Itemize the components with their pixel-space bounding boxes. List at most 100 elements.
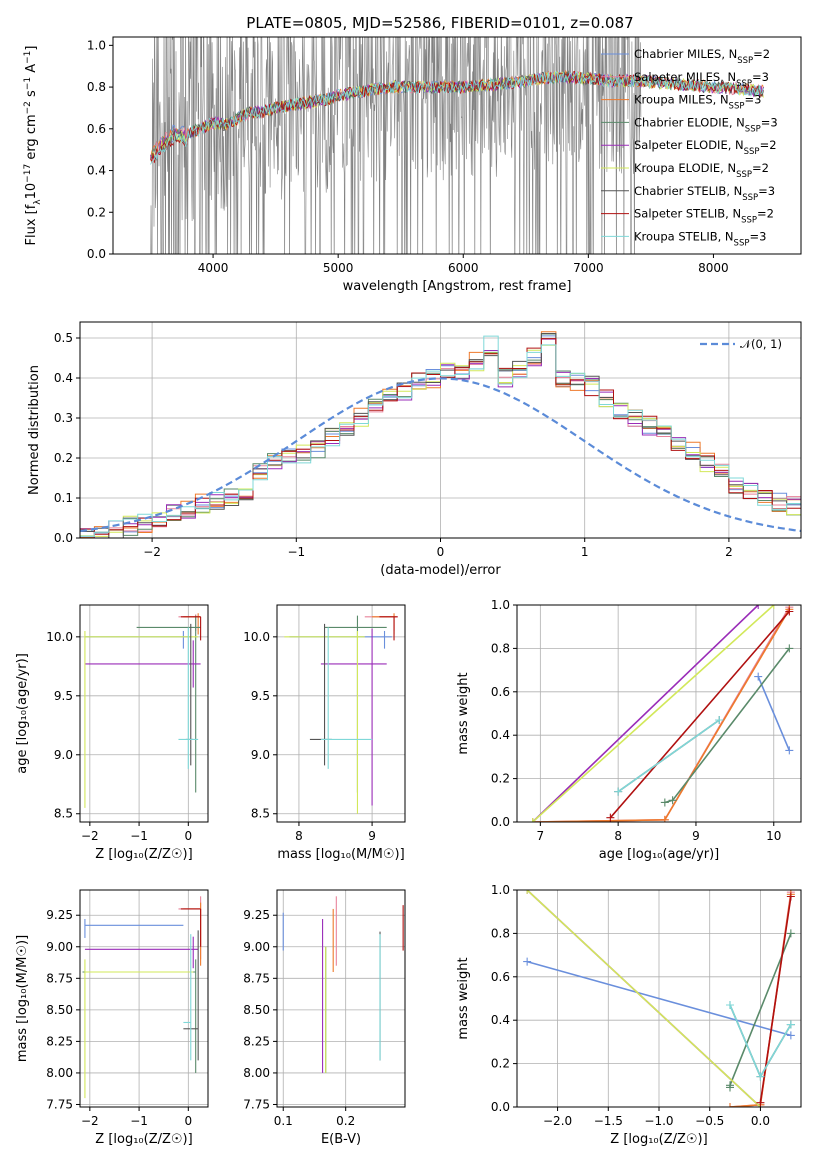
y-axis-label-part: 10 [24, 183, 39, 200]
histogram-chabrier-stelib [80, 333, 801, 538]
x-tick-label: −1 [130, 1114, 148, 1128]
x-axis-label: age [log₁₀(age/yr)] [599, 847, 720, 862]
x-tick-label: −2 [81, 1114, 99, 1128]
y-tick-label: 0.2 [491, 772, 510, 786]
x-tick-label: 6000 [448, 261, 479, 275]
weight-line-kroupa-miles [532, 608, 790, 822]
legend-sub: SSP [742, 193, 758, 203]
x-tick-label: −1.5 [594, 1114, 623, 1128]
weight-point-chabrier-elodie [786, 929, 795, 938]
axes-frame [516, 604, 802, 823]
histogram-salpeter-stelib [80, 338, 801, 535]
legend-normal: 𝒩(0, 1) [740, 337, 782, 351]
y-tick-label: 1.0 [491, 883, 510, 897]
axes-frame [276, 889, 406, 1108]
x-tick-label: 4000 [198, 261, 229, 275]
model-line-kroupa-stelib [150, 70, 764, 165]
plot-area [82, 896, 202, 1099]
weight-vs-age-panel: 7 8 9 10 0.0 0.2 0.4 0.6 0.8 1.0 age [log₁₀(age/yr… [456, 598, 802, 862]
figure-title: PLATE=0805, MJD=52586, FIBERID=0101, z=0… [246, 14, 633, 32]
x-tick-label: 8 [295, 829, 303, 843]
y-axis-label-part: A [24, 64, 39, 77]
y-axis-label: mass [log₁₀(M/M☉)] [15, 935, 30, 1062]
legend-label: Salpeter MILES, N [634, 70, 736, 84]
plot-area [528, 605, 794, 822]
y-tick-label: 0.5 [54, 331, 73, 345]
normal-distribution-curve [80, 377, 801, 533]
y-tick-label: 9.25 [46, 908, 73, 922]
y-axis-label-part: s [24, 90, 39, 101]
weight-point-kroupa-stelib [726, 1001, 734, 1010]
residuals-panel: −2 −1 0 1 2 0.0 0.1 0.2 0.3 0.4 0.5 (data-model)/er… [27, 321, 802, 578]
axes-frame [79, 321, 802, 539]
y-tick-label: 1.0 [87, 38, 106, 52]
y-tick-label: 8.25 [46, 1034, 73, 1048]
y-axis-label: mass weight [456, 957, 471, 1039]
x-tick-label: 7 [537, 829, 545, 843]
plot-area [523, 890, 795, 1107]
x-tick-label: 5000 [323, 261, 354, 275]
histogram-salpeter-miles [80, 333, 801, 538]
y-tick-label: 0.4 [87, 164, 106, 178]
y-axis-label-part: erg cm [24, 114, 39, 163]
weight-point-chabrier-elodie [726, 1081, 734, 1090]
legend-count: =3 [758, 184, 775, 198]
y-tick-label: 0.2 [87, 205, 106, 219]
weight-point-kroupa-miles [660, 815, 669, 822]
y-tick-label: 9.5 [251, 689, 270, 703]
weight-point-chabrier-elodie [785, 644, 794, 653]
y-tick-label: 8.50 [243, 1003, 270, 1017]
y-tick-label: 9.0 [54, 748, 73, 762]
x-tick-label: 7000 [573, 261, 604, 275]
spectrum-panel: 4000 5000 6000 7000 8000 0.0 0.2 0.4 0.6 0.8 1.0 wa… [23, 36, 802, 294]
legend-entry: Kroupa STELIB, NSSP=3 [634, 229, 766, 248]
y-tick-label: 0.2 [491, 1057, 510, 1071]
y-axis-label-part: −1 [23, 77, 33, 90]
mass-vs-metallicity-panel: −2 −1 0 7.75 8.00 8.25 8.50 8.75 9.00 9.25 Z [log₁… [15, 889, 209, 1147]
y-tick-label: 9.25 [243, 908, 270, 922]
weight-point-chabrier-miles [523, 957, 532, 966]
legend-entry: Kroupa MILES, NSSP=3 [634, 93, 761, 112]
y-tick-label: 8.00 [46, 1066, 73, 1080]
y-tick-label: 0.6 [87, 122, 106, 136]
age-vs-mass-panel: 8 9 8.5 9.0 9.5 10.0 mass [log₁₀(M/M☉)] [243, 604, 406, 862]
observed-spectrum-line [150, 37, 642, 254]
legend-label: Kroupa MILES, N [634, 93, 729, 107]
plot-area [282, 896, 404, 1073]
y-axis-label-part: ] [24, 46, 39, 51]
y-tick-label: 8.5 [251, 807, 270, 821]
x-tick-label: −2 [81, 829, 99, 843]
y-tick-label: 0.6 [491, 970, 510, 984]
legend-label: Chabrier ELODIE, N [634, 115, 745, 129]
y-axis-label-part: λ [33, 199, 43, 205]
x-tick-label: 0 [184, 829, 192, 843]
x-tick-label: 8 [614, 829, 622, 843]
axes-frame [516, 889, 802, 1108]
x-axis-label: Z [log₁₀(Z/Z☉)] [610, 1132, 707, 1147]
weight-point-chabrier-miles [754, 672, 763, 681]
x-tick-label: 10 [766, 829, 781, 843]
legend-count: =2 [757, 207, 774, 221]
legend-label: Kroupa ELODIE, N [634, 161, 736, 175]
y-tick-label: 0.8 [491, 926, 510, 940]
y-tick-label: 8.75 [243, 971, 270, 985]
weight-point-kroupa-miles [726, 1103, 734, 1107]
y-axis-label: mass weight [456, 672, 471, 754]
legend-entry: Chabrier STELIB, NSSP=3 [634, 184, 775, 203]
weight-point-salpeter-stelib [786, 892, 795, 901]
histogram-salpeter-elodie [80, 338, 801, 538]
weight-point-salpeter-stelib [606, 813, 615, 822]
y-tick-label: 8.5 [54, 807, 73, 821]
y-axis-label: Flux [fλ10−17 erg cm−2 s−1 A−1] [23, 46, 43, 246]
legend-sub: SSP [734, 238, 750, 248]
legend-sub: SSP [736, 79, 752, 89]
mass-vs-ebv-panel: 0.1 0.2 7.75 8.00 8.25 8.50 8.75 9.00 9.25 E(B-V) [243, 889, 406, 1147]
y-tick-label: 0.8 [87, 80, 106, 94]
weight-point-kroupa-elodie [769, 605, 778, 609]
legend-count: =3 [749, 229, 766, 243]
weight-point-chabrier-miles [786, 1031, 795, 1040]
weight-vs-metallicity-panel: −2.0 −1.5 −1.0 −0.5 0.0 0.0 0.2 0.4 0.6 0.8 1.0 Z [… [456, 883, 802, 1147]
histogram-chabrier-elodie [80, 333, 801, 536]
legend-entry: Salpeter ELODIE, NSSP=2 [634, 138, 777, 157]
